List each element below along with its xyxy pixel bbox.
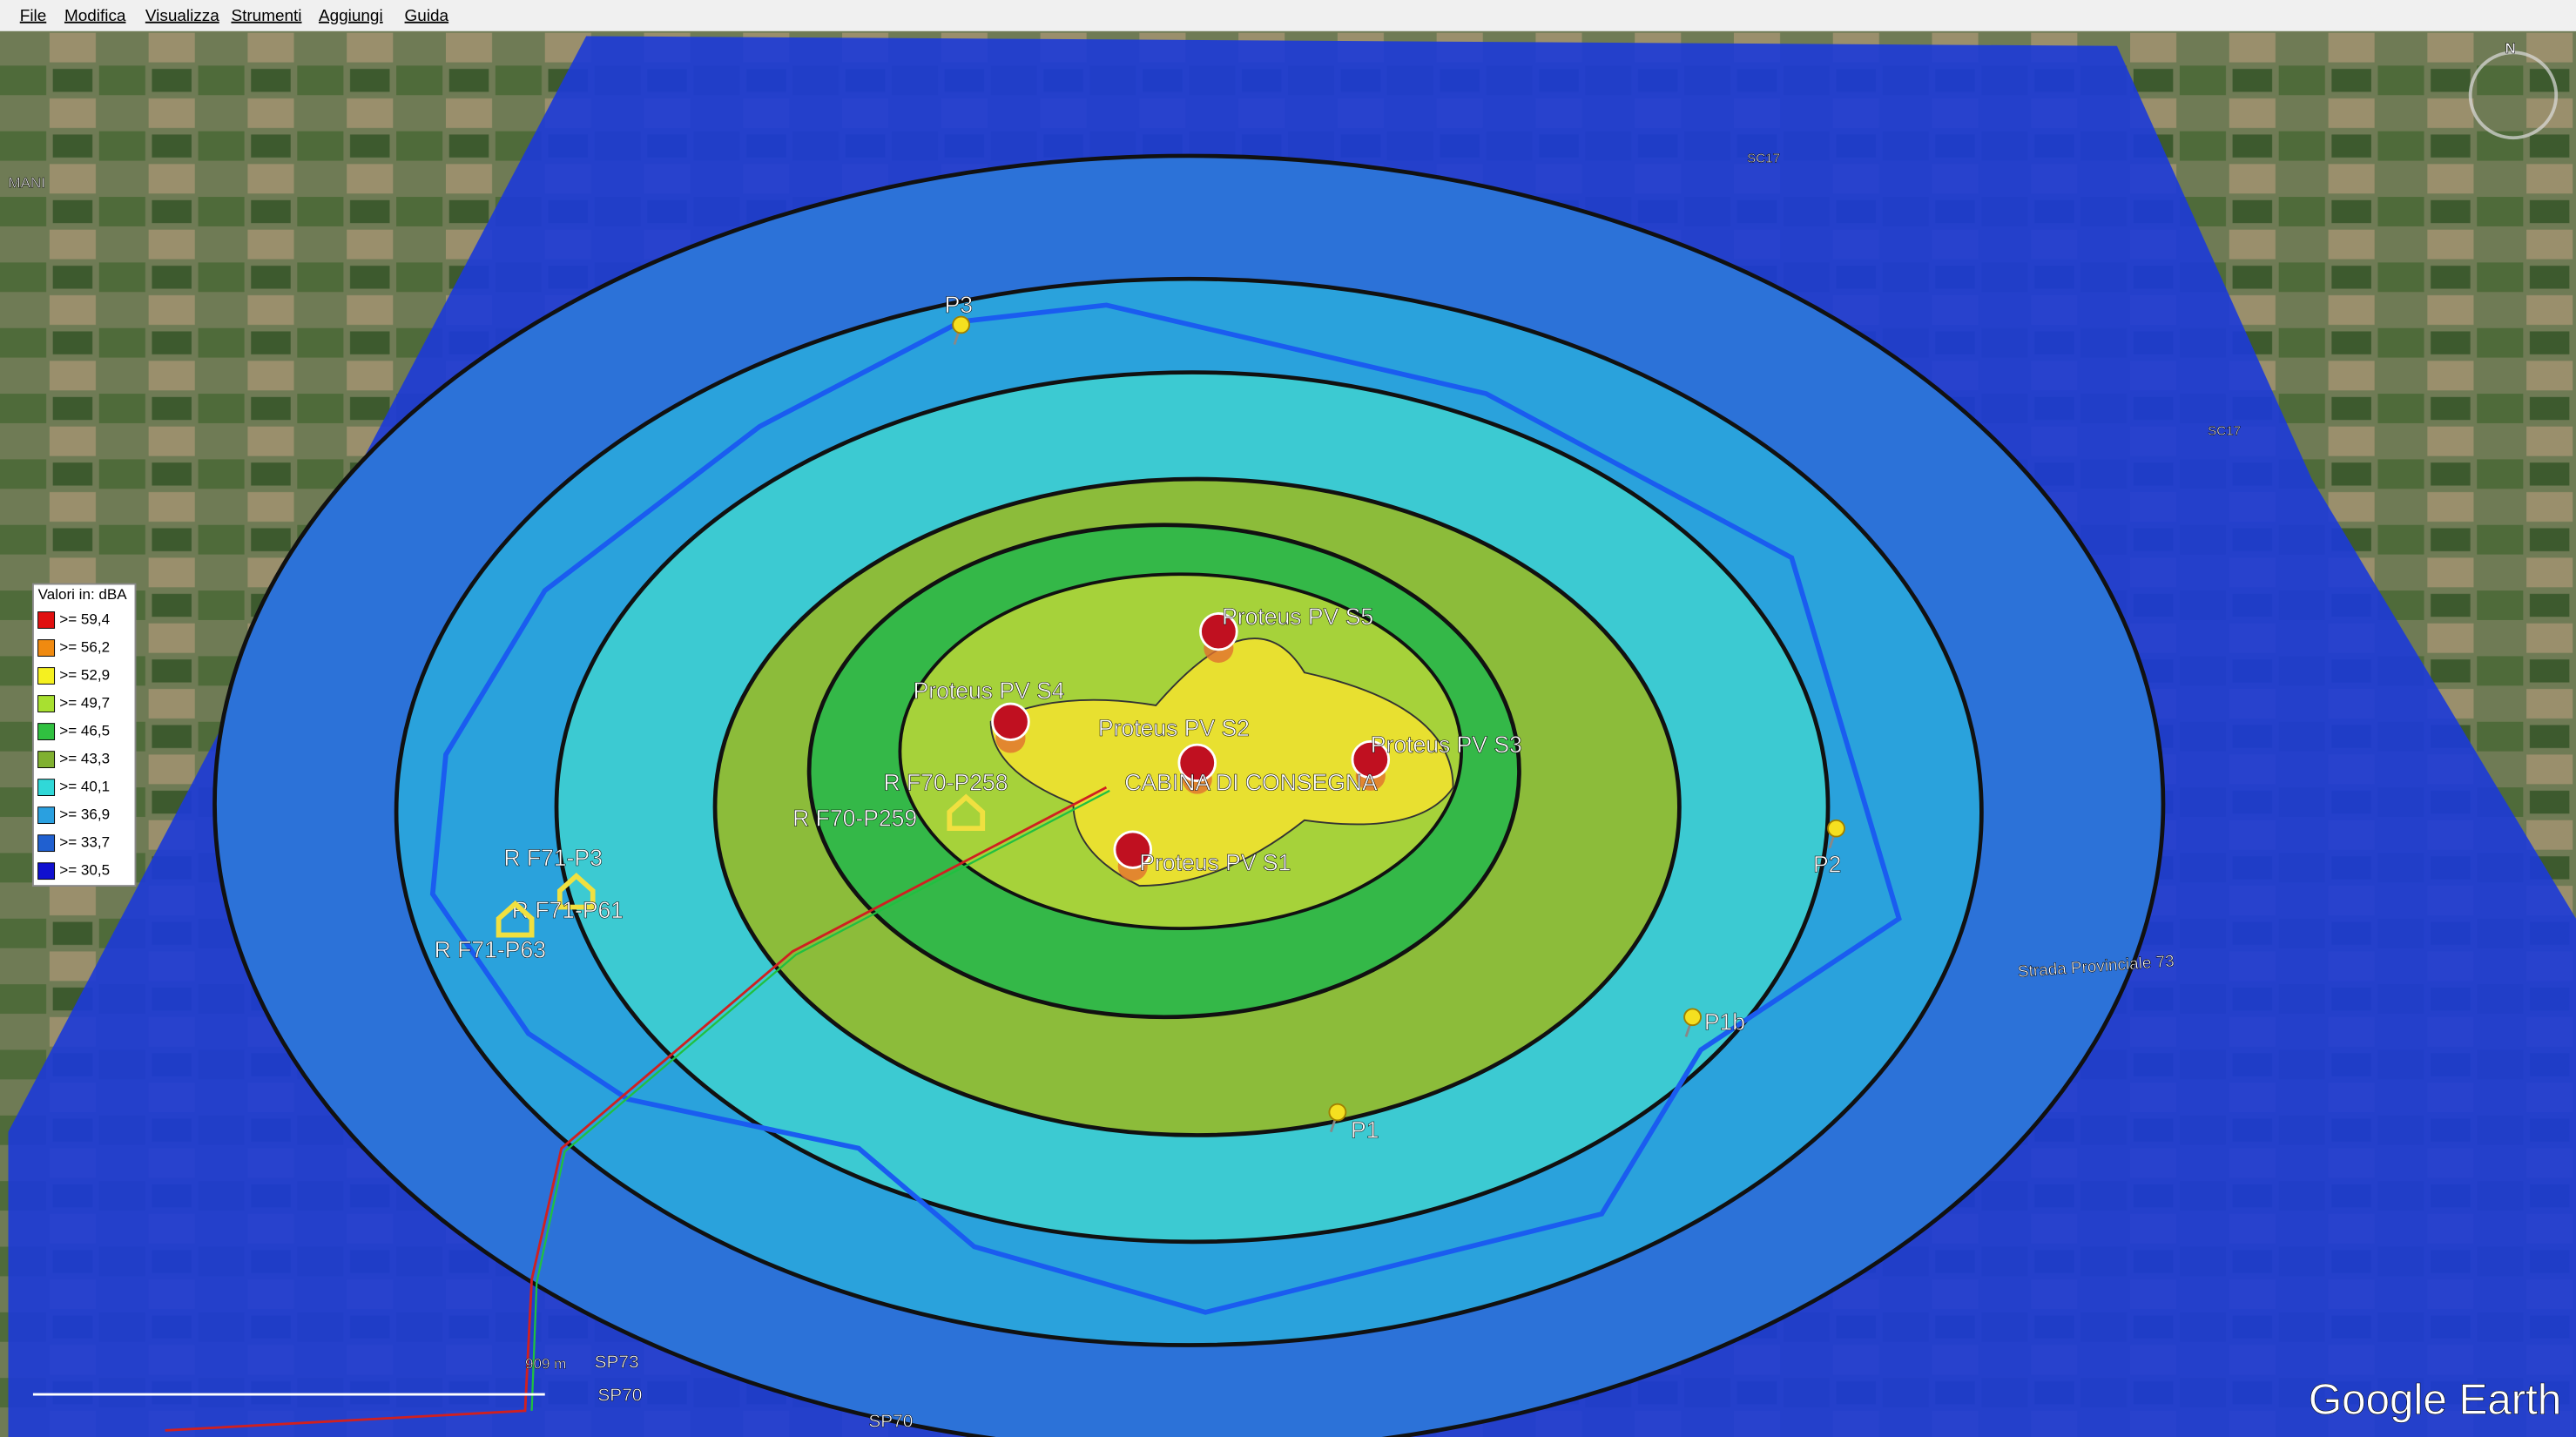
legend-swatch	[37, 667, 56, 685]
contour-52-9	[989, 638, 1454, 887]
receiver-icon	[556, 873, 596, 910]
menu-item[interactable]: File	[20, 7, 47, 25]
cable-route	[165, 786, 1108, 1432]
point-label: P1b	[1704, 1009, 1745, 1035]
road-label: SP70	[868, 1412, 913, 1432]
source-icon	[991, 702, 1030, 741]
menu-item[interactable]: Guida	[405, 7, 449, 25]
legend-label: >= 40,1	[59, 779, 110, 795]
legend-label: >= 49,7	[59, 695, 110, 712]
pin-head	[1328, 1103, 1347, 1122]
menu-bar	[0, 0, 2576, 31]
source-icon	[1177, 743, 1217, 782]
receiver-label: R F70-P258	[883, 769, 1008, 795]
source-label: Proteus PV S1	[1139, 850, 1291, 876]
substation-label: CABINA DI CONSEGNA	[1124, 769, 1378, 795]
compass-ring	[2468, 51, 2559, 140]
place-label: MANI	[8, 174, 45, 191]
legend-swatch	[37, 751, 56, 768]
legend-swatch	[37, 695, 56, 712]
brand-logo: Google Earth	[2309, 1377, 2561, 1424]
source-label: Proteus PV S2	[1098, 715, 1250, 741]
road-label: SC17	[1747, 152, 1780, 166]
receiver-icon	[947, 793, 986, 832]
pin-head	[1683, 1008, 1702, 1027]
point-label: P1	[1351, 1117, 1379, 1144]
legend-label: >= 59,4	[59, 611, 110, 628]
legend-label: >= 30,5	[59, 862, 110, 879]
source-icon	[1199, 612, 1238, 651]
road-label: SP70	[597, 1385, 642, 1405]
legend-swatch	[37, 806, 56, 825]
legend-label: >= 43,3	[59, 751, 110, 767]
legend-swatch	[37, 723, 56, 740]
receiver-label: R F71-P63	[435, 937, 546, 963]
receiver-label: R F71-P3	[503, 845, 603, 871]
menu-item[interactable]: Visualizza	[145, 7, 219, 25]
legend-title: Valori in: dBA	[38, 586, 128, 603]
source-label: Proteus PV S5	[1222, 604, 1373, 630]
menu-item[interactable]: Strumenti	[231, 7, 301, 25]
receiver-label: R F70-P259	[792, 806, 917, 832]
menu-item[interactable]: Modifica	[64, 7, 126, 25]
pin-head	[1827, 819, 1845, 838]
point-label: P2	[1813, 852, 1841, 878]
compass-label: N	[2505, 40, 2515, 57]
receiver-label: R F71-P61	[512, 897, 624, 923]
legend-swatch	[37, 611, 56, 629]
legend-swatch	[37, 834, 56, 853]
legend-label: >= 46,5	[59, 723, 110, 739]
cable-route	[530, 789, 1110, 1411]
legend-label: >= 36,9	[59, 806, 110, 823]
source-label: Proteus PV S3	[1371, 732, 1522, 758]
legend-label: >= 52,9	[59, 667, 110, 684]
road-label: SP73	[595, 1353, 639, 1373]
boundary-line	[429, 302, 1902, 1315]
legend-swatch	[37, 779, 56, 796]
road-label: SC17	[2208, 423, 2241, 438]
source-icon	[1113, 830, 1153, 869]
scale-label: 909 m	[525, 1356, 566, 1373]
pin-head	[952, 315, 970, 334]
legend-swatch	[37, 639, 56, 657]
legend-swatch	[37, 862, 56, 880]
legend-label: >= 56,2	[59, 639, 110, 656]
receiver-icon	[496, 901, 535, 938]
source-icon	[1351, 739, 1391, 779]
legend-label: >= 33,7	[59, 834, 110, 851]
menu-item[interactable]: Aggiungi	[319, 7, 383, 25]
source-label: Proteus PV S4	[914, 678, 1065, 704]
point-label: P3	[945, 292, 973, 318]
